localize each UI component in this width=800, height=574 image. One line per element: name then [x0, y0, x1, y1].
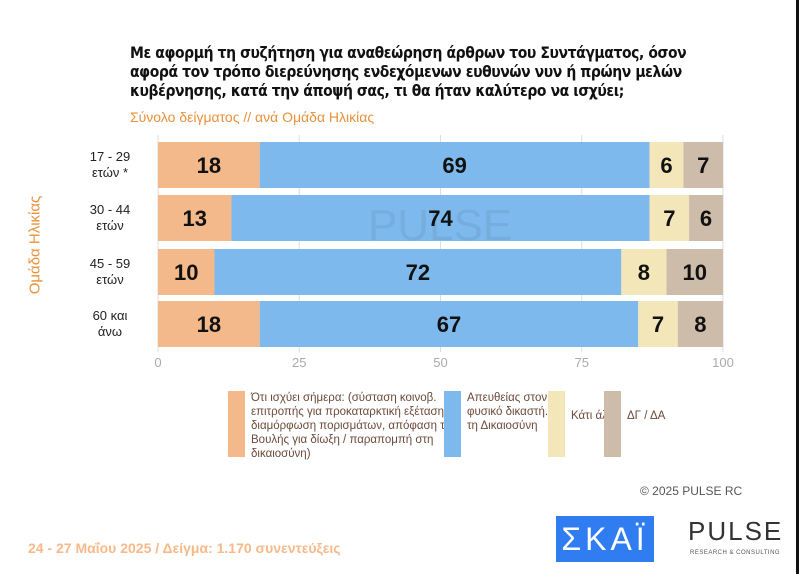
data-label: 7 [697, 153, 709, 178]
watermark: PULSE [368, 201, 512, 250]
category-label: 60 και άνω [92, 308, 128, 339]
data-label: 8 [638, 260, 650, 285]
pulse-logo: PULSE [688, 516, 784, 546]
bar-segment [689, 195, 723, 241]
data-label: 7 [652, 312, 664, 337]
category-label: 45 - 59 ετών [89, 256, 131, 287]
data-label: 6 [660, 153, 672, 178]
legend-item: Απευθείας στον φυσικό δικαστή..., τη Δικ… [444, 391, 567, 457]
bar-segment [158, 249, 215, 295]
bar-segment [677, 301, 723, 347]
category-label: 30 - 44 ετών [89, 202, 131, 233]
bar-segment [666, 249, 723, 295]
data-label: 74 [428, 206, 453, 231]
data-label: 7 [663, 206, 675, 231]
legend-swatch [444, 391, 461, 457]
bar-segment [649, 195, 690, 241]
legend-label: Ότι ισχύει σήμερα: (σύσταση κοινοβ. επιτ… [251, 392, 457, 460]
data-label: 6 [700, 206, 712, 231]
data-label: 18 [197, 153, 221, 178]
chart-title: Με αφορμή τη συζήτηση για αναθεώρηση άρθ… [130, 44, 687, 100]
bar-segment [621, 249, 667, 295]
bar-segment [214, 249, 622, 295]
x-tick-label: 50 [433, 355, 447, 370]
bar-segment [158, 142, 260, 188]
legend-swatch [228, 391, 245, 457]
chart-subtitle: Σύνολο δείγματος // ανά Ομάδα Ηλικίας [130, 109, 375, 125]
category-label: 17 - 29 ετών * [89, 149, 131, 180]
date-sample: 24 - 27 Μαΐου 2025 / Δείγμα: 1.170 συνεν… [28, 540, 341, 556]
data-label: 10 [683, 260, 707, 285]
copyright: © 2025 PULSE RC [640, 484, 743, 498]
data-label: 10 [174, 260, 198, 285]
x-tick-label: 100 [712, 355, 734, 370]
bar-segment [259, 142, 650, 188]
data-label: 72 [406, 260, 430, 285]
bar-segment [231, 195, 650, 241]
legend-swatch [548, 391, 565, 457]
data-label: 8 [694, 312, 706, 337]
bar-segment [649, 142, 684, 188]
legend-item: Ότι ισχύει σήμερα: (σύσταση κοινοβ. επιτ… [228, 391, 461, 461]
data-label: 69 [442, 153, 466, 178]
bar-segment [158, 301, 260, 347]
legend-label: ΔΓ / ΔΑ [627, 410, 666, 422]
legend-label: Απευθείας στον φυσικό δικαστή..., τη Δικ… [467, 392, 558, 432]
window-edge [796, 0, 799, 574]
x-tick-label: 0 [154, 355, 161, 370]
skai-logo: ΣΚΑΪ [556, 516, 654, 562]
legend-item: ΔΓ / ΔΑ [604, 391, 687, 457]
pulse-logo-sub: RESEARCH & CONSULTING [690, 550, 781, 556]
data-label: 67 [437, 312, 461, 337]
x-tick-label: 25 [292, 355, 306, 370]
legend-swatch [604, 391, 621, 457]
bar-segment [158, 195, 232, 241]
x-tick-label: 75 [575, 355, 589, 370]
data-label: 13 [182, 206, 206, 231]
bar-segment [683, 142, 723, 188]
data-label: 18 [197, 312, 221, 337]
bar-segment [638, 301, 678, 347]
bar-segment [259, 301, 639, 347]
